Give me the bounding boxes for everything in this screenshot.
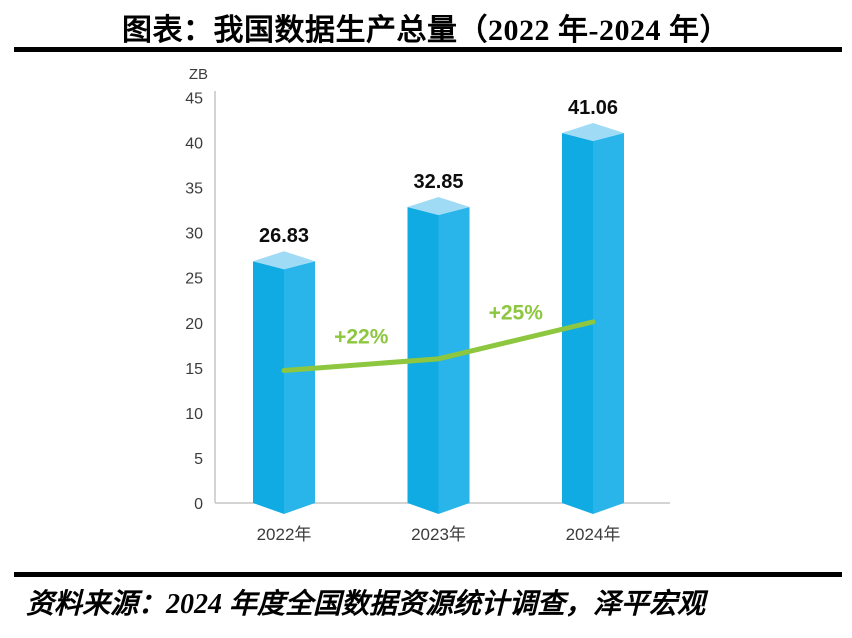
growth-rate-label: +25% [489,301,544,324]
y-tick-label: 45 [185,91,203,108]
growth-rate-label: +22% [334,326,389,349]
y-axis-unit-label: ZB [189,66,208,83]
bar-right-face [593,133,624,514]
y-tick-label: 15 [185,361,203,378]
y-tick-label: 5 [194,451,203,468]
bar-top-face [253,251,315,270]
bar-value-label: 26.83 [259,225,309,247]
chart-title: 图表：我国数据生产总量（2022 年-2024 年） [122,14,730,47]
x-axis-category-label: 2024年 [566,525,621,544]
bar-right-face [438,206,470,515]
y-tick-label: 10 [185,406,203,423]
y-tick-label: 20 [185,316,203,333]
x-axis-category-label: 2022年 [257,525,312,544]
y-tick-label: 40 [185,136,203,153]
y-tick-label: 25 [185,271,203,288]
bottom-divider-rule [14,572,842,577]
bar-value-label: 32.85 [413,171,463,193]
bar-top-face [407,196,470,215]
bar-right-face [284,261,315,514]
growth-rate-line [281,319,596,374]
source-note: 资料来源：2024 年度全国数据资源统计调查，泽平宏观 [26,589,706,620]
bar-value-label: 41.06 [568,97,618,119]
x-axis-category-label: 2023年 [411,525,466,544]
bar-top-face [562,123,624,142]
bar-left-face [253,261,284,514]
y-tick-label: 30 [185,226,203,243]
y-tick-label: 0 [194,496,203,513]
y-tick-label: 35 [185,181,203,198]
top-divider-rule [14,47,842,52]
